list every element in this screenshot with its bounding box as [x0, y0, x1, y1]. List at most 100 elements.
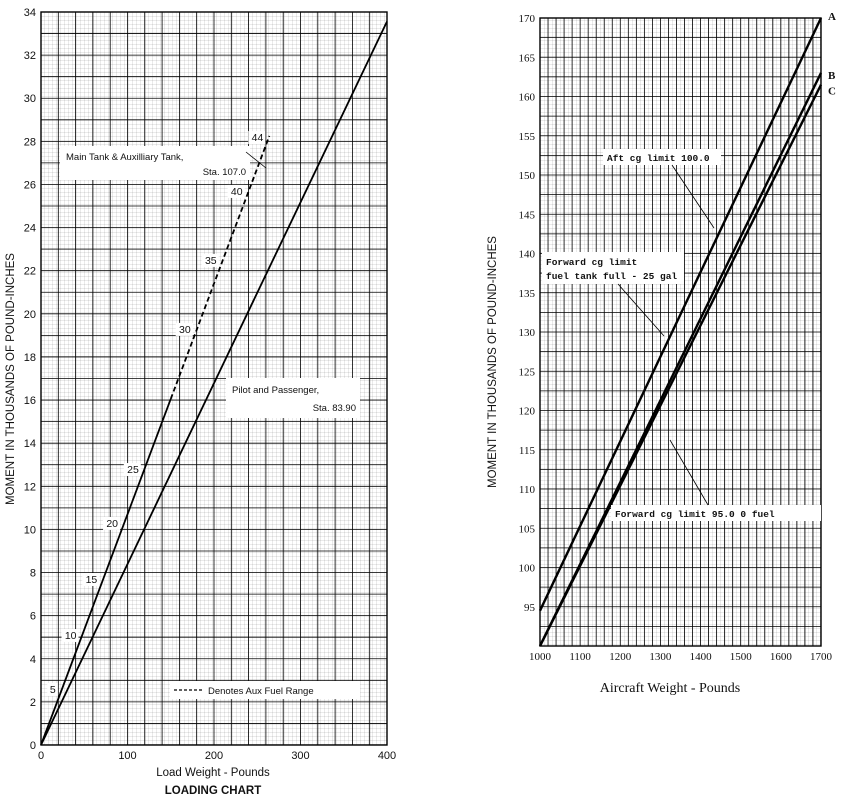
aft-cg-leader-line — [671, 164, 715, 229]
gallon-mark-bg — [47, 682, 58, 696]
cg-chart-frame — [539, 17, 822, 647]
y-tick-label: 0 — [30, 740, 36, 752]
gallon-mark-label: 30 — [179, 324, 191, 336]
cg-chart-series: A BC — [538, 11, 836, 647]
fwd-cg-full-annotation-bg — [542, 252, 684, 284]
fwd-cg-empty-annotation-bg — [611, 505, 821, 521]
y-tick-label: 95 — [524, 602, 536, 614]
x-tick-label: 100 — [118, 750, 136, 762]
x-tick-label: 1300 — [649, 651, 672, 663]
y-tick-label: 150 — [519, 170, 536, 182]
x-tick-label: 200 — [205, 750, 223, 762]
y-tick-label: 24 — [24, 223, 36, 235]
gallon-mark-bg — [201, 253, 219, 267]
x-tick-label: 1600 — [770, 651, 793, 663]
gallon-mark-bg — [82, 572, 100, 586]
aft-cg-annotation-bg — [603, 149, 721, 165]
cg-envelope-chart: 95 100 105 110 115 120 125 130 135 140 145 150 155 16… — [487, 11, 836, 696]
aft-cg-annotation: Aft cg limit 100.0 — [603, 149, 721, 229]
loading-chart-x-axis-title: Load Weight - Pounds — [156, 767, 270, 779]
pilot-label-line2: Sta. 83.90 — [313, 403, 356, 414]
aux-fuel-legend: Denotes Aux Fuel Range — [170, 681, 360, 699]
x-tick-label: 1700 — [810, 651, 833, 663]
loading-chart-series — [40, 21, 388, 746]
y-tick-label: 165 — [519, 52, 536, 64]
main-tank-leader-line — [245, 151, 267, 169]
gallon-mark-label: 35 — [205, 255, 217, 267]
series-line-3 — [538, 84, 823, 647]
y-tick-label: 22 — [24, 266, 36, 278]
x-tick-label: 1400 — [690, 651, 713, 663]
x-tick-label: 1200 — [609, 651, 632, 663]
x-tick-label: 1000 — [529, 651, 552, 663]
gallon-mark-label: 15 — [86, 574, 98, 586]
gallon-mark-label: 10 — [65, 630, 77, 642]
fwd-cg-empty-leader-line — [669, 439, 709, 506]
loading-chart-gallon-marks: 5 10 15 20 25 30 35 40 44 — [47, 131, 266, 696]
x-tick-label: 300 — [291, 750, 309, 762]
y-tick-label: 2 — [30, 697, 36, 709]
y-tick-label: 18 — [24, 352, 36, 364]
fwd-cg-full-label-line2: fuel tank full - 25 gal — [546, 271, 677, 282]
gallon-mark-label: 44 — [252, 132, 264, 144]
cg-chart-x-tick-labels: 1000 1100 1200 1300 1400 1500 1600 1700 — [529, 651, 833, 663]
fwd-cg-empty-annotation: Forward cg limit 95.0 0 fuel — [611, 439, 821, 521]
series-line-3 — [169, 135, 271, 400]
y-tick-label: 120 — [519, 406, 536, 418]
fwd-cg-full-annotation: Forward cg limit fuel tank full - 25 gal — [542, 252, 684, 337]
gallon-mark-label: 20 — [106, 518, 118, 530]
loading-chart-title: LOADING CHART — [165, 785, 261, 797]
y-tick-label: 20 — [24, 309, 36, 321]
main-tank-label-line2: Sta. 107.0 — [203, 167, 246, 178]
gallon-mark-label: 40 — [231, 186, 243, 198]
y-tick-label: 135 — [519, 288, 536, 300]
x-tick-label: 0 — [38, 750, 44, 762]
gallon-mark-label: 25 — [127, 464, 139, 476]
aux-fuel-legend-bg — [170, 681, 360, 699]
cg-chart-x-axis-title: Aircraft Weight - Pounds — [600, 681, 741, 696]
x-tick-label: 1500 — [730, 651, 753, 663]
y-tick-label: 110 — [519, 484, 536, 496]
gallon-mark-bg — [61, 629, 79, 643]
gallon-mark-bg — [175, 322, 193, 336]
x-tick-label: 1100 — [569, 651, 591, 663]
aft-cg-label: Aft cg limit 100.0 — [607, 153, 710, 164]
y-tick-label: 125 — [519, 366, 536, 378]
y-tick-label: 28 — [24, 136, 36, 148]
loading-chart-y-axis-title: MOMENT IN THOUSANDS OF POUND-INCHES — [5, 253, 17, 505]
pilot-label-line1: Pilot and Passenger, — [232, 385, 319, 396]
gallon-mark-bg — [227, 184, 245, 198]
loading-chart-x-tick-labels: 0 100 200 300 400 — [38, 750, 396, 762]
gallon-mark-bg — [123, 463, 141, 477]
y-tick-label: 170 — [519, 13, 536, 25]
y-tick-label: 10 — [24, 524, 36, 536]
series-end-label: C — [828, 86, 836, 98]
y-tick-label: 160 — [519, 92, 536, 104]
series-line-1 — [538, 17, 823, 612]
y-tick-label: 32 — [24, 50, 36, 62]
y-tick-label: 26 — [24, 179, 36, 191]
fwd-cg-full-label-line1: Forward cg limit — [546, 257, 637, 268]
gallon-mark-bg — [103, 516, 121, 530]
y-tick-label: 16 — [24, 395, 36, 407]
series-end-label: B — [828, 70, 836, 82]
series-line-2 — [40, 398, 172, 746]
cg-chart-y-axis-title: MOMENT IN THOUSANDS OF POUND-INCHES — [487, 236, 499, 488]
series-line-1 — [40, 21, 388, 746]
fwd-cg-empty-label: Forward cg limit 95.0 0 fuel — [615, 509, 775, 520]
main-tank-annotation: Main Tank & Auxilliary Tank, Sta. 107.0 — [60, 146, 267, 180]
main-tank-label-line1: Main Tank & Auxilliary Tank, — [66, 152, 183, 163]
y-tick-label: 4 — [30, 654, 36, 666]
y-tick-label: 105 — [519, 523, 536, 535]
fwd-cg-full-leader-line — [617, 283, 665, 337]
gallon-mark-label: 5 — [50, 684, 56, 696]
cg-chart-y-tick-labels: 95 100 105 110 115 120 125 130 135 140 145 150 155 16… — [519, 13, 536, 614]
y-tick-label: 6 — [30, 611, 36, 623]
aux-fuel-legend-label: Denotes Aux Fuel Range — [208, 686, 314, 697]
y-tick-label: 155 — [519, 131, 536, 143]
gallon-mark-bg — [248, 131, 266, 145]
y-tick-label: 12 — [24, 481, 36, 493]
